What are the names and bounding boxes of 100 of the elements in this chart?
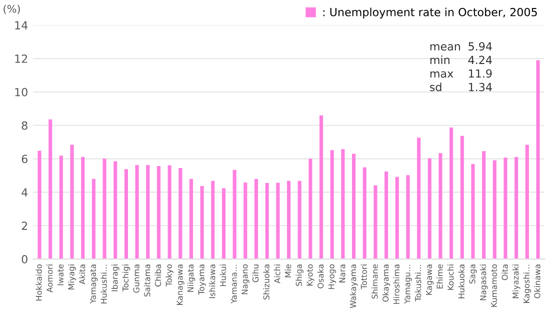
x-tick-label: Tokyo	[166, 264, 174, 286]
bar	[135, 164, 139, 260]
bar	[146, 164, 150, 260]
y-tick-label: 14	[15, 21, 28, 30]
bar	[244, 182, 248, 260]
x-tick-label: Hukuoka	[458, 264, 464, 298]
x-tick-label: Saga	[469, 264, 477, 284]
x-tick-label: Saitama	[144, 264, 150, 297]
x-tick-label: Yamana…	[230, 264, 237, 304]
x-tick-label: Osaka	[317, 264, 324, 288]
bar	[395, 176, 399, 260]
x-tick-label: Hiroshima	[393, 264, 400, 304]
x-tick-label: Ibaragi	[111, 264, 120, 292]
x-tick-label: Kanagawa	[176, 264, 184, 305]
x-tick-label: Nagano	[242, 264, 250, 294]
bar	[471, 164, 475, 260]
bar	[38, 150, 42, 260]
x-tick-label: Hokkaido	[36, 264, 42, 301]
bar	[450, 128, 454, 260]
bar	[417, 138, 421, 260]
y-tick-label: 4	[22, 188, 28, 196]
bar	[222, 188, 226, 260]
bar	[81, 156, 85, 260]
annotation: mean 5.94	[430, 42, 492, 51]
bar	[536, 60, 540, 260]
bar	[178, 168, 182, 260]
bar	[286, 180, 291, 260]
bar	[265, 183, 269, 260]
bar	[460, 136, 464, 260]
x-tick-label: Hukui	[220, 264, 226, 286]
bar	[48, 119, 52, 260]
bar	[438, 153, 442, 260]
bar	[59, 156, 63, 260]
x-tick-label: Ishikawa	[208, 264, 216, 298]
x-tick-label: Yamagata	[90, 264, 98, 304]
x-tick-label: Nara	[339, 264, 346, 282]
bar	[504, 158, 508, 260]
x-tick-label: Shiga	[296, 264, 304, 286]
x-tick-label: Gunma	[133, 264, 140, 293]
y-tick-label: 10	[15, 88, 28, 96]
bar	[352, 154, 356, 260]
x-tick-label: Shimane	[372, 264, 378, 299]
x-tick-label: Aichi	[274, 264, 280, 284]
bar	[298, 180, 302, 260]
x-tick-label: Niigata	[187, 264, 196, 292]
bar	[200, 186, 204, 260]
bar	[168, 165, 172, 260]
bar	[308, 158, 312, 260]
bar	[525, 144, 529, 260]
x-tick-label: Miyagi	[68, 264, 76, 290]
text: sd 1.34	[430, 82, 492, 92]
x-tick-label: Okinawa	[534, 264, 540, 298]
y-tick-label: 6	[22, 154, 28, 164]
bar	[124, 169, 128, 260]
x-tick-label: Tochigi	[122, 264, 130, 292]
x-tick-label: Aomori	[46, 264, 53, 292]
bar	[92, 178, 96, 260]
x-tick-label: Ehime	[436, 264, 443, 288]
bar	[102, 158, 106, 260]
x-tick-label: Akita	[78, 264, 86, 284]
bar	[276, 182, 280, 260]
bar	[330, 150, 334, 260]
bar	[254, 178, 258, 260]
x-tick-label: Kumamoto	[491, 264, 497, 307]
x-tick-label: Gihu	[252, 264, 259, 282]
x-tick-label: Kagoshi…	[523, 264, 532, 303]
x-tick-label: Miyazaki	[512, 264, 520, 298]
bar	[114, 161, 118, 260]
x-tick-label: Kagawa	[426, 264, 434, 295]
y-tick-label: 2	[22, 222, 28, 230]
x-tick-label: Wakayama	[350, 264, 358, 308]
legend-label: : Unemployment rate in October, 2005	[323, 8, 537, 18]
bar	[319, 115, 324, 260]
bar	[70, 144, 74, 260]
x-tick-label: Yamagu…	[404, 264, 412, 304]
bar	[211, 180, 215, 260]
x-tick-label: Oita	[502, 264, 508, 280]
x-tick-label: Tokushi…	[414, 264, 422, 302]
y-tick-label: 8	[22, 121, 28, 130]
x-tick-label: Iwate	[58, 264, 64, 286]
y-tick-label: 0	[22, 255, 28, 264]
bar	[232, 170, 236, 260]
bar	[374, 185, 378, 260]
text: max 11.9	[430, 69, 492, 78]
bar	[384, 171, 388, 260]
x-tick-label: Shizuoka	[263, 264, 270, 300]
bar	[362, 167, 366, 260]
bar	[189, 178, 194, 260]
bar	[514, 156, 518, 260]
x-tick-label: Kouchi	[447, 264, 454, 290]
x-tick-label: Hyogo	[328, 264, 336, 289]
x-tick-label: Nagasaki	[480, 264, 488, 300]
y-tick-label: 12	[15, 54, 28, 63]
bar	[428, 158, 432, 260]
text: min 4.24	[430, 56, 492, 64]
bar	[156, 166, 160, 260]
x-tick-label: Hukushi…	[100, 264, 107, 304]
y-axis-title: (%)	[4, 4, 20, 14]
x-tick-label: Mie	[284, 264, 292, 278]
x-tick-label: Chiba	[154, 264, 162, 286]
